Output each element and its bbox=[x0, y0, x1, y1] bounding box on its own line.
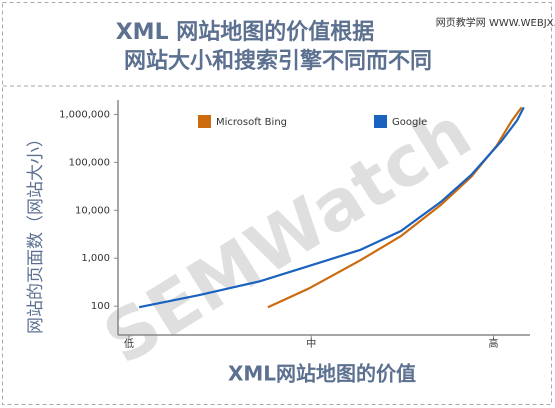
x-tick-label: 中 bbox=[306, 337, 316, 350]
frame bbox=[2, 2, 552, 405]
annotation: SEMWatch bbox=[90, 91, 485, 380]
x-tick-label: 高 bbox=[489, 337, 499, 350]
y-tick-label: 100,000 bbox=[69, 157, 110, 168]
x-tick-label: 低 bbox=[124, 337, 134, 350]
chart-subtitle: 网站大小和搜索引擎不同而不同 bbox=[124, 49, 432, 74]
chart-title: XML 网站地图的价值根据 bbox=[116, 19, 375, 45]
legend-swatch bbox=[374, 115, 387, 128]
y-tick-label: 1,000 bbox=[81, 253, 110, 264]
line-series bbox=[267, 106, 523, 309]
legend-label: Microsoft Bing bbox=[216, 117, 287, 128]
y-axis-label: 网站的页面数（网站大小） bbox=[26, 130, 46, 334]
y-tick-label: 100 bbox=[91, 301, 110, 312]
watermark: 网页教学网 WWW.WEBJX.COM bbox=[436, 16, 555, 29]
y-tick-label: 10,000 bbox=[75, 205, 110, 216]
line-series bbox=[138, 106, 525, 309]
x-axis-label: XML网站地图的价值 bbox=[228, 362, 416, 386]
legend-label: Google bbox=[392, 117, 427, 128]
legend-swatch bbox=[198, 115, 211, 128]
y-tick-label: 1,000,000 bbox=[59, 109, 110, 120]
